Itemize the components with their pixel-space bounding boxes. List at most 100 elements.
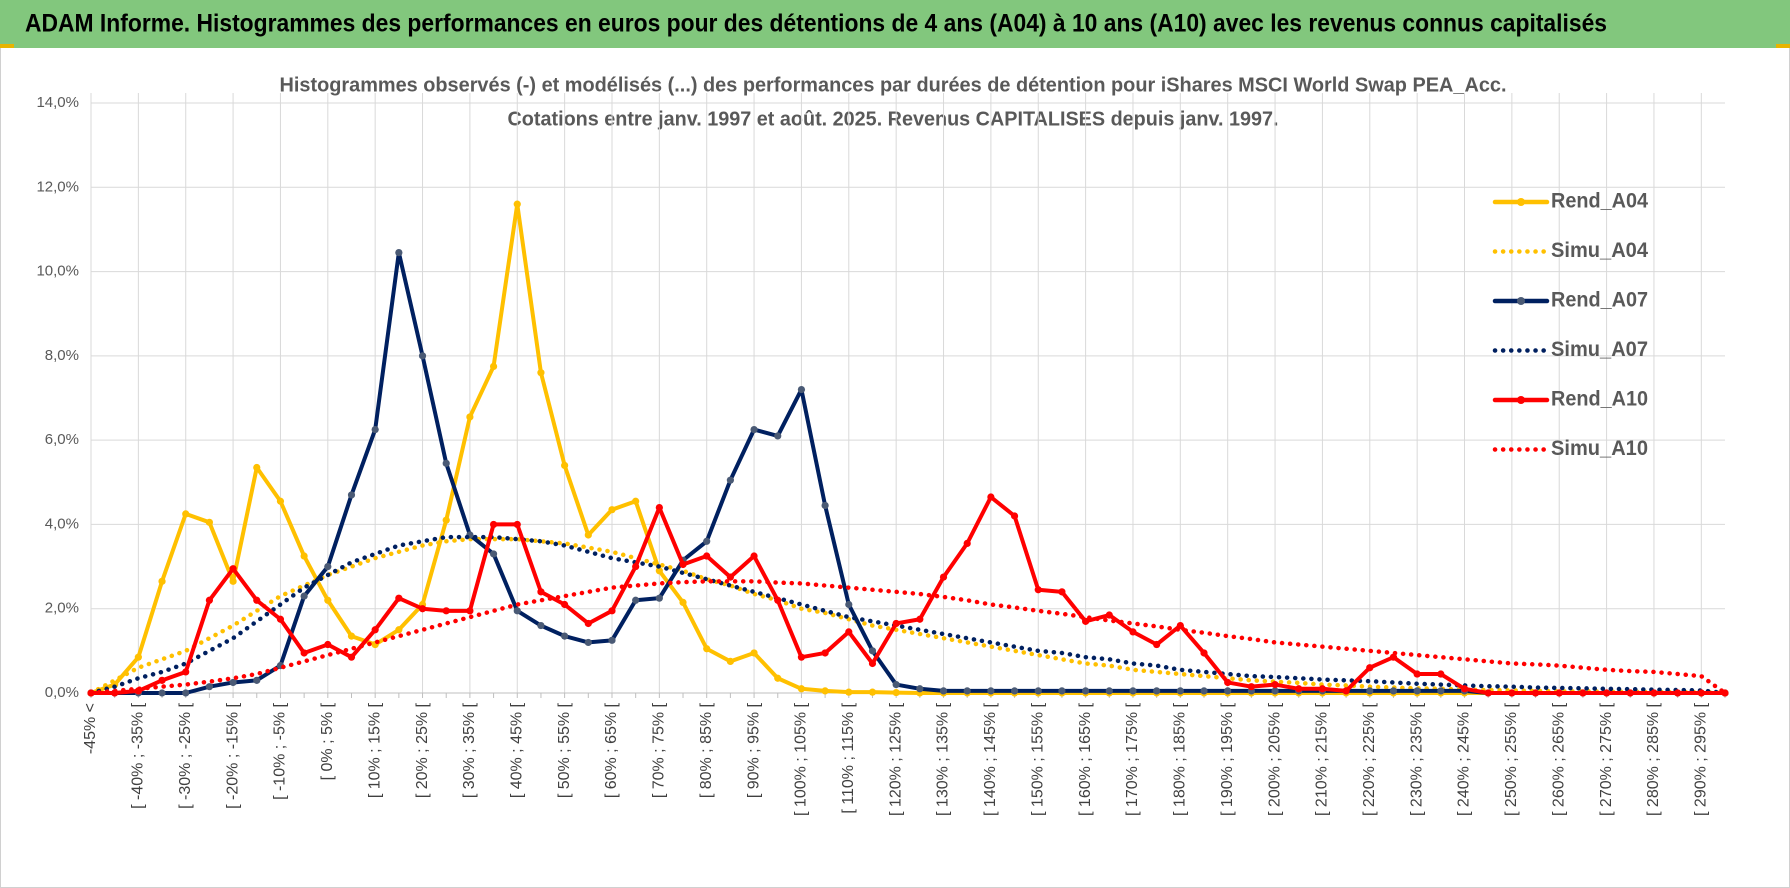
data-point — [1105, 687, 1113, 695]
data-point — [276, 615, 285, 623]
x-tick-label: [ 60% ; 65% [ — [603, 702, 620, 798]
data-point — [1555, 689, 1563, 697]
data-point — [703, 645, 711, 653]
y-tick-label: 4,0% — [45, 515, 79, 532]
x-tick-label: [ 140% ; 145% [ — [982, 702, 999, 816]
data-point — [418, 605, 427, 613]
data-point — [1176, 687, 1184, 695]
data-point — [1082, 687, 1090, 695]
data-point — [1271, 687, 1279, 695]
legend-label: Rend_A04 — [1551, 190, 1648, 213]
x-tick-label: [ 210% ; 215% [ — [1314, 702, 1331, 816]
data-point — [774, 674, 782, 682]
data-point — [868, 688, 877, 696]
data-point — [442, 459, 450, 467]
x-tick-label: [ 240% ; 245% [ — [1456, 702, 1473, 816]
data-point — [892, 688, 900, 697]
y-tick-label: 6,0% — [45, 431, 79, 448]
data-point — [892, 680, 900, 689]
header-title: ADAM Informe. Histogrammes des performan… — [25, 10, 1607, 38]
y-tick-label: 0,0% — [45, 684, 79, 701]
data-point — [1224, 678, 1232, 687]
legend-label: Rend_A10 — [1551, 388, 1648, 411]
data-point — [395, 594, 403, 602]
data-point — [797, 653, 806, 661]
data-point — [703, 552, 711, 560]
data-point — [561, 600, 569, 609]
data-point — [821, 501, 829, 510]
data-point — [1602, 689, 1611, 697]
series-line — [89, 495, 1727, 695]
legend-label: Simu_A04 — [1551, 239, 1648, 262]
data-point — [1389, 653, 1398, 661]
data-point — [253, 596, 261, 604]
data-point — [821, 649, 829, 657]
data-point — [821, 687, 829, 695]
data-point — [442, 607, 450, 615]
data-point — [134, 653, 142, 661]
data-point — [489, 520, 498, 529]
data-point — [632, 562, 640, 571]
data-point — [276, 497, 285, 505]
data-point — [371, 626, 379, 634]
data-point — [679, 598, 687, 606]
data-point — [300, 592, 308, 600]
data-point — [1389, 687, 1398, 695]
data-point — [158, 577, 166, 585]
x-tick-label: [ 200% ; 205% [ — [1266, 702, 1283, 816]
y-tick-label: 2,0% — [45, 600, 79, 617]
data-point — [608, 636, 616, 644]
data-point — [892, 619, 900, 628]
data-point — [845, 688, 853, 696]
data-point — [939, 687, 948, 695]
data-point — [537, 588, 545, 596]
data-point — [182, 668, 190, 676]
data-point — [797, 385, 806, 394]
data-point — [300, 649, 308, 657]
data-point — [347, 653, 356, 661]
x-tick-label: [ 180% ; 185% [ — [1172, 702, 1189, 816]
x-tick-label: [ -10% ; -5% [ — [272, 702, 289, 799]
data-point — [1366, 687, 1374, 695]
data-point — [466, 607, 474, 615]
x-tick-label: [ 250% ; 255% [ — [1503, 702, 1520, 816]
data-point — [1058, 588, 1066, 596]
data-point — [726, 573, 734, 581]
data-point — [868, 659, 877, 668]
y-tick-label: 8,0% — [45, 347, 79, 364]
data-point — [1366, 664, 1374, 672]
data-point — [655, 503, 663, 512]
chart-subtitle: Cotations entre janv. 1997 et août. 2025… — [508, 108, 1279, 130]
data-point — [632, 497, 640, 505]
data-point — [158, 689, 166, 697]
data-point — [324, 640, 332, 649]
x-tick-label: [ 170% ; 175% [ — [1124, 702, 1141, 816]
data-point — [797, 685, 806, 693]
corner — [0, 44, 14, 48]
data-point — [561, 632, 569, 640]
data-point — [1200, 649, 1208, 657]
data-point — [939, 573, 948, 581]
data-point — [347, 491, 356, 499]
series-line — [88, 579, 1728, 696]
data-point — [513, 607, 521, 615]
x-tick-label: [ 80% ; 85% [ — [698, 702, 715, 798]
data-point — [253, 463, 261, 472]
data-point — [1105, 611, 1113, 619]
data-point — [300, 552, 308, 560]
data-point — [1082, 617, 1090, 625]
x-tick-label: [ 100% ; 105% [ — [793, 702, 810, 816]
data-point — [1626, 689, 1634, 697]
data-point — [1010, 687, 1019, 695]
data-point — [1318, 685, 1327, 693]
corner — [1776, 44, 1790, 48]
data-point — [774, 596, 782, 604]
data-point — [1271, 680, 1279, 689]
data-point — [750, 426, 758, 434]
data-point — [1674, 689, 1682, 697]
data-point — [1579, 689, 1587, 697]
data-point — [324, 596, 332, 604]
data-point — [750, 552, 758, 560]
data-point — [584, 638, 592, 647]
